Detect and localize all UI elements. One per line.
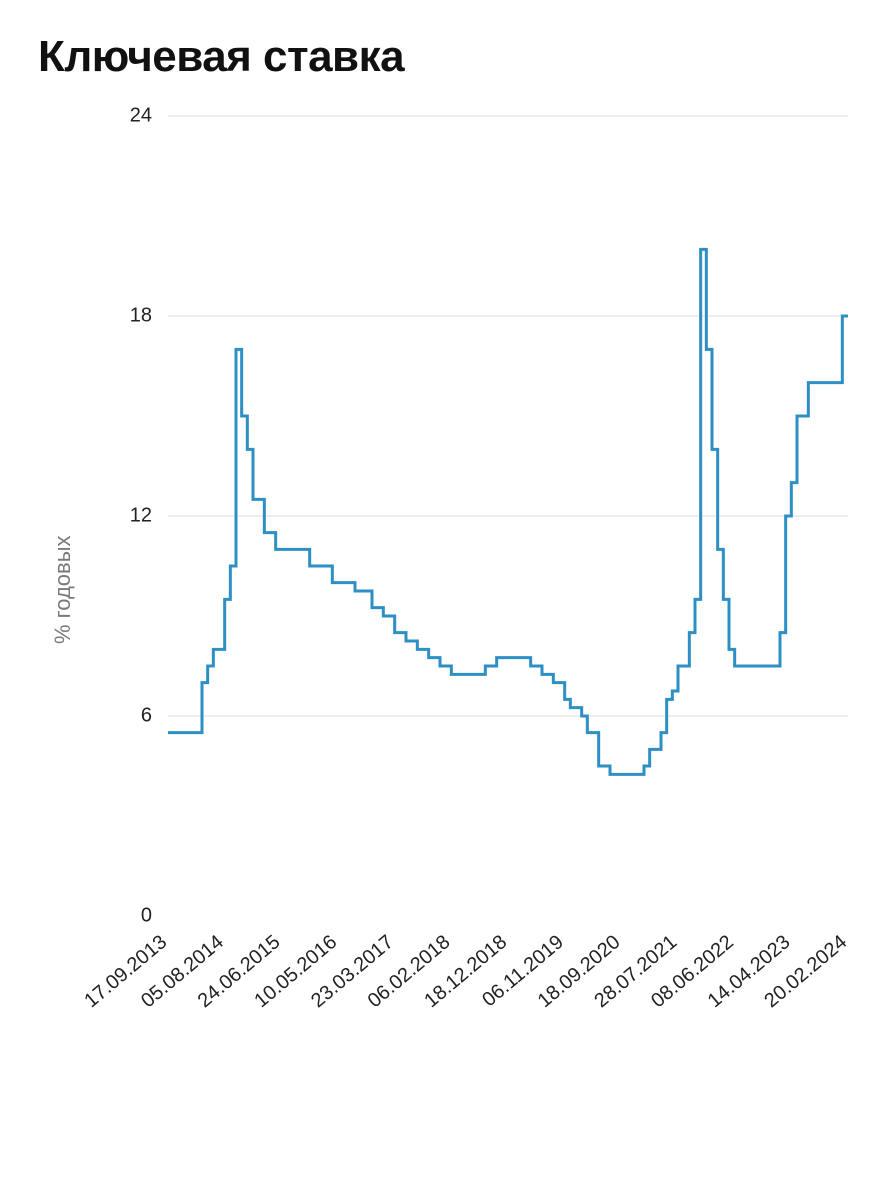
page: Ключевая ставка % годовых 0612182417.09.… bbox=[0, 0, 887, 1200]
page-title: Ключевая ставка bbox=[38, 32, 869, 82]
chart-container: % годовых 0612182417.09.201305.08.201424… bbox=[38, 106, 869, 1146]
y-tick-label: 18 bbox=[130, 304, 152, 326]
y-axis-label: % годовых bbox=[50, 535, 76, 644]
y-tick-label: 0 bbox=[141, 904, 152, 926]
y-tick-label: 24 bbox=[130, 106, 152, 126]
rate-series bbox=[168, 249, 848, 774]
y-tick-label: 12 bbox=[130, 504, 152, 526]
y-tick-label: 6 bbox=[141, 704, 152, 726]
key-rate-chart: 0612182417.09.201305.08.201424.06.201510… bbox=[38, 106, 858, 1146]
